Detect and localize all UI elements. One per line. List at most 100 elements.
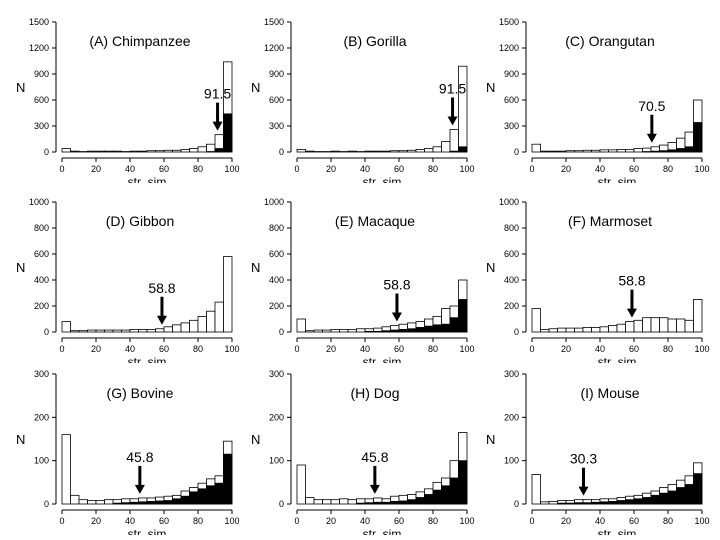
bar-total	[206, 143, 216, 153]
bar-total	[330, 499, 340, 505]
x-tick-label: 20	[561, 344, 571, 354]
y-tick-label: 600	[34, 249, 49, 259]
y-tick-label: 100	[504, 456, 519, 466]
bar-subset	[214, 148, 224, 153]
bar-subset	[432, 324, 442, 333]
bar-total	[659, 317, 669, 333]
chart-panel: 0 100 200 300 0 20 40 60 80 100 30.3 (I) Mouse Nstr_…	[486, 369, 710, 535]
x-tick-label: 80	[663, 344, 673, 354]
y-tick-label: 200	[269, 301, 284, 311]
bar-total	[625, 148, 635, 153]
bar-subset	[441, 323, 451, 333]
x-tick-label: 80	[428, 344, 438, 354]
y-tick-label: 200	[269, 412, 284, 422]
y-axis-label: N	[16, 432, 25, 447]
annotation-label: 45.8	[361, 449, 388, 465]
y-tick-label: 100	[34, 456, 49, 466]
chart-panel: 0 100 200 300 0 20 40 60 80 100 45.8 (H) Dog Nstr_si…	[251, 369, 475, 535]
y-tick-label: 200	[34, 412, 49, 422]
y-tick-label: 300	[504, 369, 519, 379]
bar-total	[582, 149, 592, 153]
bar-total	[61, 321, 71, 333]
x-tick-label: 80	[193, 344, 203, 354]
bar-subset	[398, 500, 408, 505]
bar-subset	[364, 502, 374, 505]
bar-subset	[608, 500, 618, 505]
bar-subset	[180, 495, 190, 505]
x-axis-label: str_sim	[598, 355, 637, 363]
y-tick-label: 800	[269, 223, 284, 233]
bar-total	[424, 148, 434, 153]
bar-subset	[633, 498, 643, 505]
bar-total	[347, 150, 357, 153]
y-tick-label: 0	[44, 327, 49, 337]
panel-title: (I) Mouse	[580, 385, 639, 401]
bar-subset	[424, 494, 434, 505]
bar-total	[163, 149, 173, 153]
x-axis-label: str_sim	[128, 355, 167, 363]
bar-total	[189, 319, 199, 333]
x-tick-label: 0	[59, 164, 64, 174]
y-tick-label: 300	[269, 369, 284, 379]
bar-total	[305, 497, 315, 505]
chart-panel: 0 300 600 900 1200 1500 0 20 40 60 80 100 91.5 (A) Ch…	[16, 17, 240, 183]
x-tick-label: 0	[59, 516, 64, 526]
annotation-label: 45.8	[126, 449, 153, 465]
bar-total	[582, 327, 592, 333]
y-tick-label: 1000	[499, 197, 519, 207]
bar-total	[557, 150, 567, 153]
bar-subset	[415, 497, 425, 505]
bar-subset	[424, 325, 434, 333]
bar-total	[138, 328, 148, 333]
bar-total	[441, 141, 451, 153]
bar-subset	[574, 502, 584, 505]
bar-total	[642, 317, 652, 333]
bar-total	[531, 474, 541, 505]
bar-total	[155, 328, 165, 333]
bar-total	[112, 150, 122, 153]
y-tick-label: 600	[269, 95, 284, 105]
y-axis-label: N	[16, 260, 25, 275]
y-tick-label: 900	[504, 69, 519, 79]
bar-total	[458, 65, 468, 153]
bar-subset	[693, 122, 703, 153]
bar-total	[339, 498, 349, 505]
bar-total	[540, 150, 550, 153]
bar-total	[625, 321, 635, 333]
bar-subset	[667, 149, 677, 153]
annotation-arrow-head	[391, 312, 402, 322]
y-tick-label: 100	[269, 456, 284, 466]
bar-total	[313, 499, 323, 505]
x-tick-label: 60	[159, 516, 169, 526]
x-axis-label: str_sim	[363, 175, 402, 183]
bar-total	[322, 329, 332, 333]
x-tick-label: 40	[595, 164, 605, 174]
annotation-arrow-head	[156, 315, 167, 325]
bar-total	[540, 328, 550, 333]
annotation-arrow-head	[134, 484, 145, 494]
y-tick-label: 300	[34, 121, 49, 131]
bar-total	[540, 501, 550, 505]
bar-total	[347, 499, 357, 505]
bar-total	[548, 328, 558, 333]
bar-subset	[223, 453, 233, 505]
x-tick-label: 40	[360, 344, 370, 354]
bar-total	[70, 494, 80, 505]
bar-subset	[373, 501, 383, 505]
bar-total	[189, 148, 199, 153]
bar-total	[87, 500, 97, 505]
bar-subset	[684, 484, 694, 505]
x-tick-label: 60	[394, 516, 404, 526]
x-tick-label: 20	[561, 516, 571, 526]
bar-subset	[557, 502, 567, 505]
y-tick-label: 300	[504, 121, 519, 131]
bar-total	[322, 499, 332, 505]
bar-total	[574, 150, 584, 153]
bar-total	[121, 329, 131, 333]
bar-subset	[650, 150, 660, 153]
y-tick-label: 1500	[29, 17, 49, 27]
x-tick-label: 60	[629, 516, 639, 526]
bar-total	[214, 301, 224, 333]
y-tick-label: 600	[269, 249, 284, 259]
y-tick-label: 200	[34, 301, 49, 311]
